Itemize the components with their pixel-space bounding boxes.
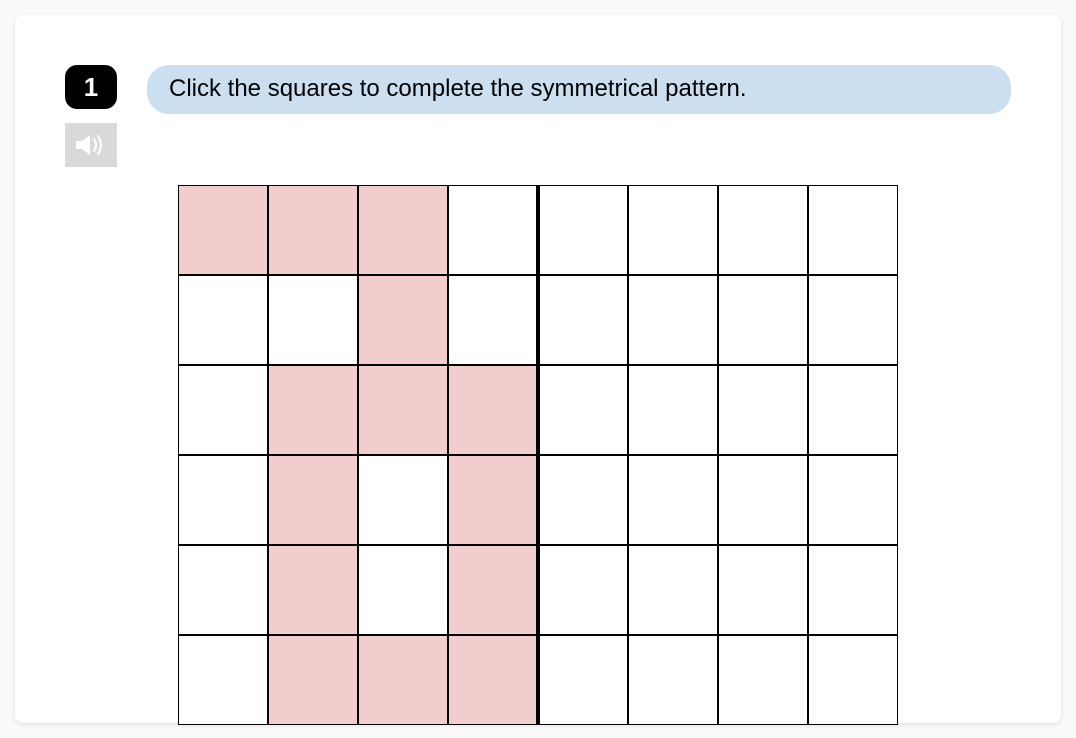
grid-cell[interactable] bbox=[178, 635, 268, 725]
grid-cell[interactable] bbox=[178, 185, 268, 275]
audio-button[interactable] bbox=[65, 123, 117, 167]
grid-cell[interactable] bbox=[178, 545, 268, 635]
speaker-icon bbox=[76, 133, 106, 157]
grid-cell[interactable] bbox=[718, 365, 808, 455]
grid-cell[interactable] bbox=[448, 635, 538, 725]
grid-cell[interactable] bbox=[628, 365, 718, 455]
question-card: 1 Click the squares to complete the symm… bbox=[15, 15, 1061, 723]
question-number-text: 1 bbox=[84, 72, 98, 103]
grid-cell[interactable] bbox=[448, 365, 538, 455]
grid-cell[interactable] bbox=[718, 635, 808, 725]
grid-cell[interactable] bbox=[628, 635, 718, 725]
header-row: 1 Click the squares to complete the symm… bbox=[65, 65, 1011, 167]
grid-cell[interactable] bbox=[358, 545, 448, 635]
grid-cell[interactable] bbox=[538, 455, 628, 545]
instruction-text: Click the squares to complete the symmet… bbox=[169, 75, 747, 102]
grid-cell[interactable] bbox=[718, 545, 808, 635]
grid-cell[interactable] bbox=[358, 455, 448, 545]
grid-cell[interactable] bbox=[718, 275, 808, 365]
grid-cell[interactable] bbox=[808, 185, 898, 275]
grid-cell[interactable] bbox=[808, 635, 898, 725]
grid-cell[interactable] bbox=[808, 455, 898, 545]
grid-cell[interactable] bbox=[178, 365, 268, 455]
grid-cell[interactable] bbox=[538, 365, 628, 455]
grid-cell[interactable] bbox=[628, 275, 718, 365]
grid-cell[interactable] bbox=[808, 545, 898, 635]
symmetry-grid bbox=[178, 185, 898, 725]
grid-cell[interactable] bbox=[268, 185, 358, 275]
grid-cell[interactable] bbox=[358, 365, 448, 455]
grid-cell[interactable] bbox=[178, 455, 268, 545]
grid-cell[interactable] bbox=[538, 185, 628, 275]
grid-cell[interactable] bbox=[538, 635, 628, 725]
grid-cell[interactable] bbox=[358, 635, 448, 725]
grid-cell[interactable] bbox=[268, 545, 358, 635]
grid-cell[interactable] bbox=[448, 545, 538, 635]
grid-cell[interactable] bbox=[268, 635, 358, 725]
instruction-bar: Click the squares to complete the symmet… bbox=[147, 65, 1011, 114]
grid-cell[interactable] bbox=[268, 365, 358, 455]
grid-cell[interactable] bbox=[718, 455, 808, 545]
left-column: 1 bbox=[65, 65, 117, 167]
grid-cell[interactable] bbox=[268, 455, 358, 545]
grid-cell[interactable] bbox=[448, 455, 538, 545]
grid-cell[interactable] bbox=[628, 185, 718, 275]
grid-cell[interactable] bbox=[808, 275, 898, 365]
grid-cell[interactable] bbox=[628, 455, 718, 545]
grid-cell[interactable] bbox=[358, 185, 448, 275]
grid-cell[interactable] bbox=[628, 545, 718, 635]
grid-cell[interactable] bbox=[448, 275, 538, 365]
grid-cell[interactable] bbox=[178, 275, 268, 365]
grid-cell[interactable] bbox=[538, 275, 628, 365]
grid-cell[interactable] bbox=[718, 185, 808, 275]
grid-cell[interactable] bbox=[358, 275, 448, 365]
grid-cell[interactable] bbox=[448, 185, 538, 275]
grid-cell[interactable] bbox=[808, 365, 898, 455]
grid-cell[interactable] bbox=[538, 545, 628, 635]
grid-cell[interactable] bbox=[268, 275, 358, 365]
question-number-badge: 1 bbox=[65, 65, 117, 109]
grid-area bbox=[65, 185, 1011, 725]
mirror-line bbox=[536, 185, 540, 725]
